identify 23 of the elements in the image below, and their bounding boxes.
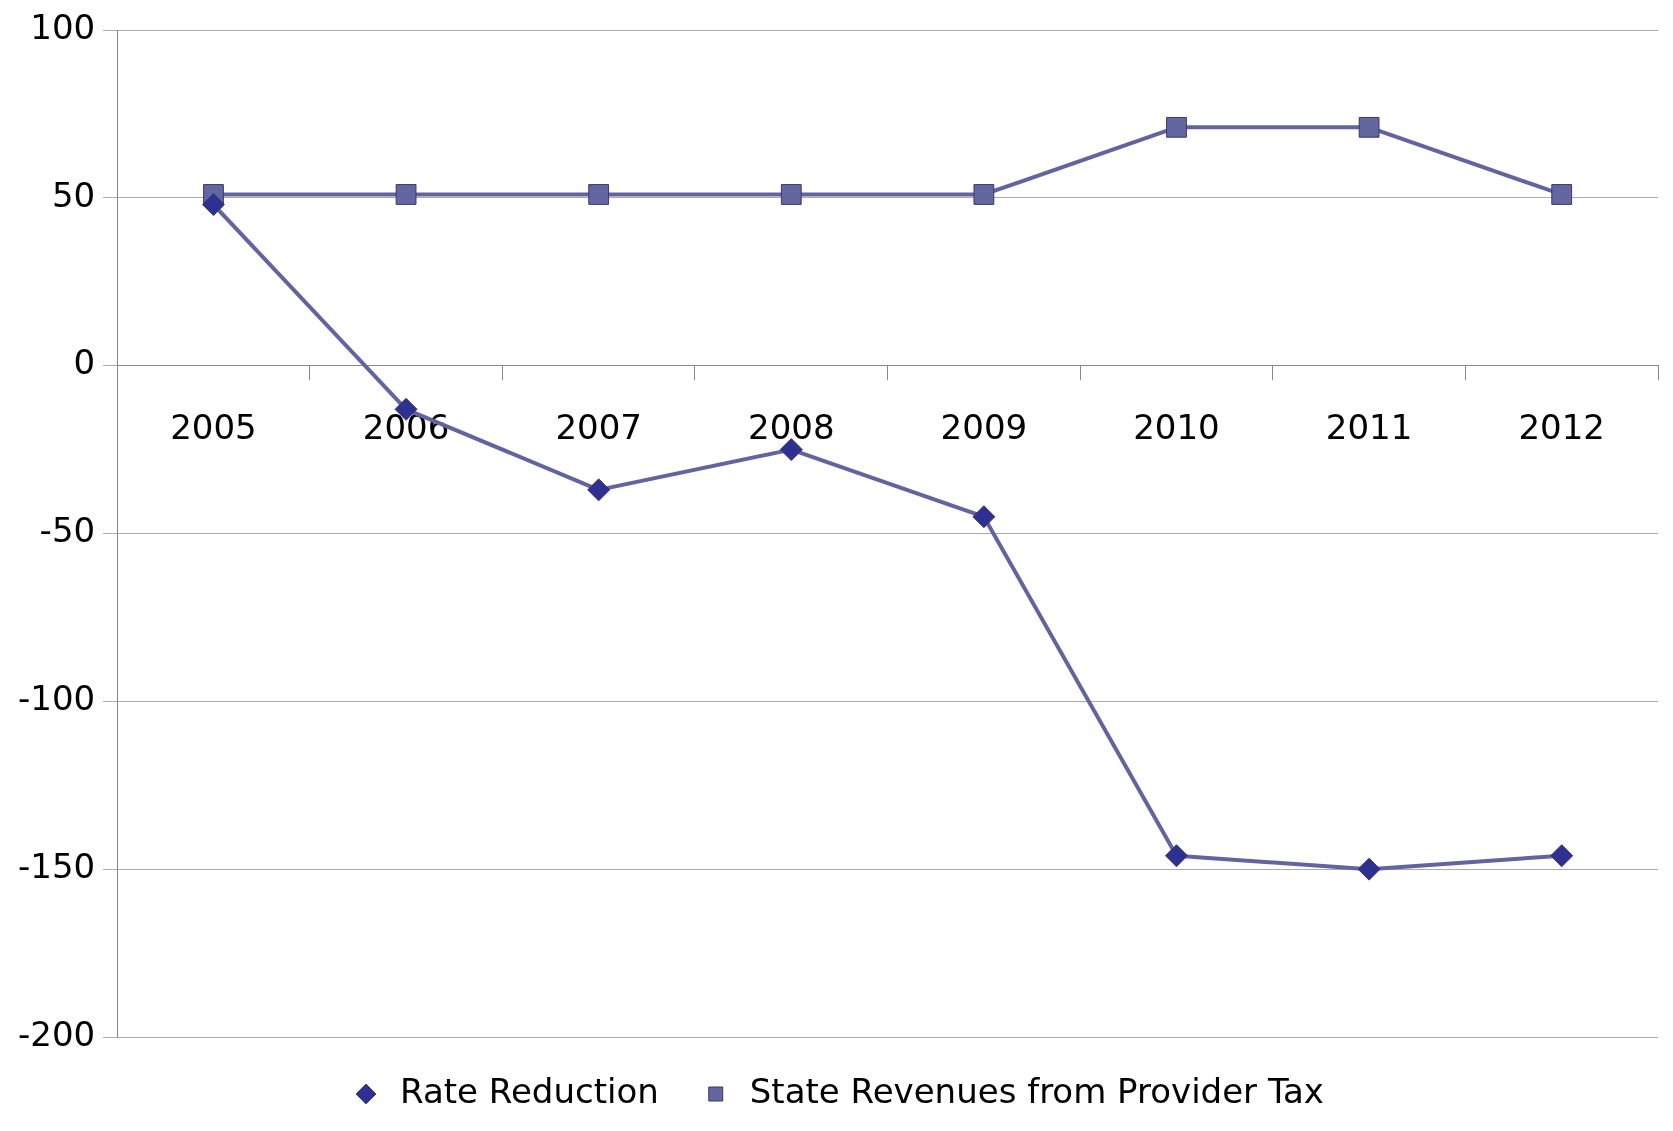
x-tick-label: 2012 — [1518, 406, 1605, 447]
x-tick-label: 2007 — [555, 406, 642, 447]
x-tick-label: 2010 — [1133, 406, 1220, 447]
point — [1551, 184, 1573, 205]
point — [1358, 116, 1380, 138]
point — [1166, 116, 1187, 138]
y-tick-label: -150 — [17, 845, 96, 886]
x-tick-label: 2005 — [170, 406, 257, 447]
y-tick-label: 0 — [73, 342, 96, 383]
y-tick-label: 50 — [51, 174, 96, 215]
x-tick-label: 2011 — [1325, 406, 1413, 447]
y-tick-label: -200 — [17, 1013, 96, 1054]
y-tick-label: 100 — [30, 6, 96, 47]
x-tick-label: 2009 — [940, 406, 1028, 447]
y-tick-label: -50 — [39, 510, 96, 551]
y-tick-label: -100 — [17, 678, 96, 719]
point — [588, 184, 610, 205]
point — [973, 184, 995, 205]
point — [395, 184, 417, 205]
x-tick-label: 2008 — [748, 406, 835, 447]
point — [780, 184, 802, 205]
legend-label: State Revenues from Provider Tax — [749, 1070, 1324, 1111]
legend-label: Rate Reduction — [400, 1070, 659, 1111]
